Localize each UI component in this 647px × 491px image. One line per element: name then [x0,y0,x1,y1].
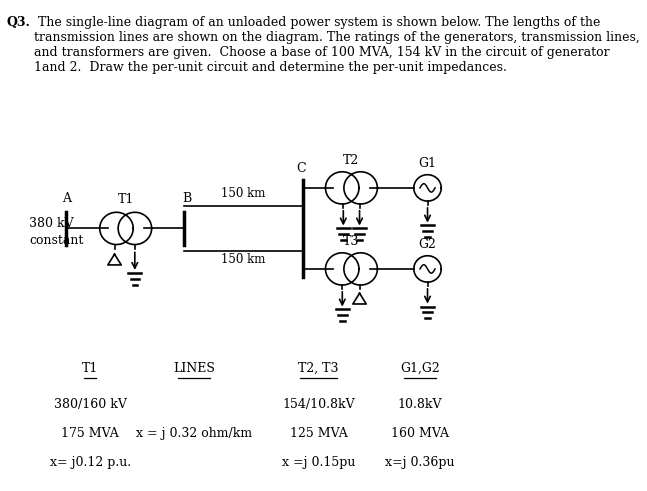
Text: 150 km: 150 km [221,187,266,200]
Text: 380/160 kV: 380/160 kV [54,398,127,410]
Text: x =j 0.15pu: x =j 0.15pu [281,456,355,469]
Text: Q3.: Q3. [6,16,30,29]
Text: The single-line diagram of an unloaded power system is shown below. The lengths : The single-line diagram of an unloaded p… [34,16,640,74]
Text: 380 kV: 380 kV [29,217,74,230]
Text: 154/10.8kV: 154/10.8kV [282,398,355,410]
Text: 160 MVA: 160 MVA [391,427,449,440]
Text: G1,G2: G1,G2 [400,362,440,375]
Text: A: A [62,192,71,205]
Text: x= j0.12 p.u.: x= j0.12 p.u. [50,456,131,469]
Text: G2: G2 [419,238,437,251]
Text: T1: T1 [118,193,134,206]
Text: 125 MVA: 125 MVA [290,427,347,440]
Text: T2: T2 [344,154,360,167]
Text: B: B [182,192,191,205]
Text: 10.8kV: 10.8kV [398,398,442,410]
Text: x = j 0.32 ohm/km: x = j 0.32 ohm/km [136,427,252,440]
Text: 175 MVA: 175 MVA [61,427,119,440]
Text: x=j 0.36pu: x=j 0.36pu [385,456,455,469]
Text: LINES: LINES [173,362,215,375]
Text: T1: T1 [82,362,98,375]
Text: constant: constant [29,234,83,247]
Text: C: C [296,162,305,175]
Text: G1: G1 [419,157,437,170]
Text: T2, T3: T2, T3 [298,362,338,375]
Text: 150 km: 150 km [221,253,266,266]
Text: T3: T3 [344,235,360,248]
